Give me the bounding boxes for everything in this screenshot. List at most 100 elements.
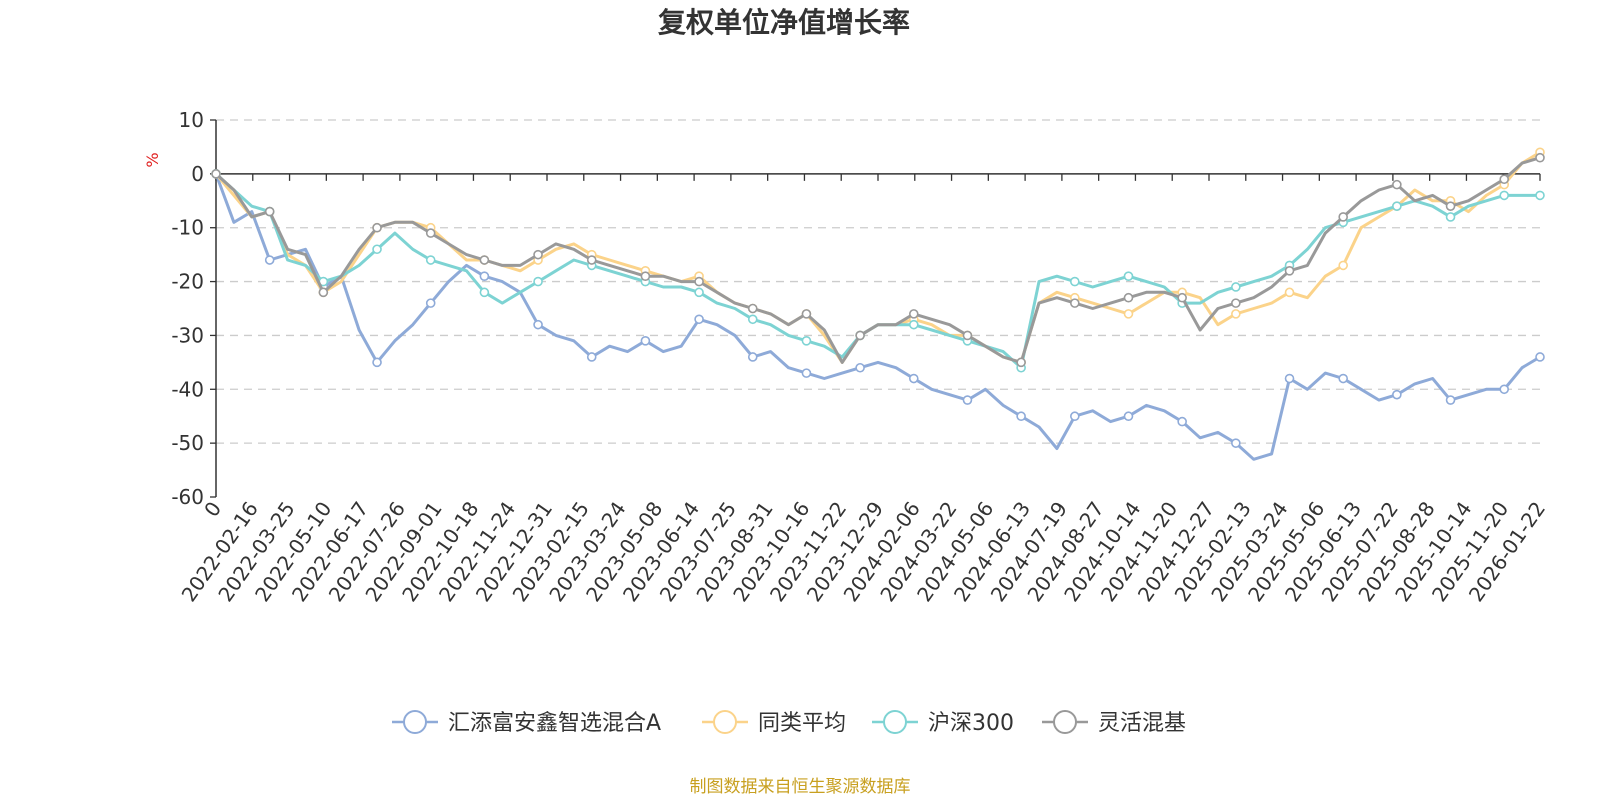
data-point: [747, 314, 758, 325]
data-point: [1338, 212, 1348, 222]
data-point: [1123, 271, 1134, 281]
data-point: [1016, 411, 1026, 422]
data-point: [1123, 292, 1134, 303]
series-line: [214, 151, 1541, 364]
series-line: [214, 172, 1540, 370]
data-point: [1231, 298, 1241, 308]
y-tick-label: -60: [171, 485, 204, 509]
data-point: [1284, 373, 1295, 384]
legend-marker: [883, 710, 907, 734]
y-tick-label: -20: [171, 270, 204, 294]
legend-label: 灵活混基: [1098, 711, 1186, 736]
data-point: [1016, 357, 1026, 368]
data-point: [533, 276, 543, 287]
legend-label: 沪深300: [928, 711, 1014, 736]
data-point: [479, 271, 490, 281]
data-point: [533, 249, 543, 260]
x-ticks: 02022-02-162022-03-252022-05-102022-06-1…: [177, 173, 1550, 606]
series-lines: [211, 147, 1545, 461]
data-point: [372, 357, 382, 368]
legend-marker: [713, 710, 737, 734]
data-point: [1338, 260, 1348, 271]
data-point: [1284, 287, 1295, 298]
data-point: [747, 303, 758, 314]
data-point: [1231, 282, 1241, 292]
data-point: [1499, 384, 1510, 395]
data-point: [1445, 395, 1456, 405]
data-point: [640, 336, 651, 346]
data-point: [586, 352, 597, 362]
data-point: [264, 206, 275, 217]
data-point: [962, 330, 973, 341]
data-point: [1535, 190, 1545, 201]
data-point: [1445, 212, 1456, 222]
legend-marker: [403, 710, 427, 734]
data-point: [1177, 292, 1187, 303]
data-point: [586, 255, 597, 265]
series-line: [214, 173, 1541, 461]
series-line: [214, 156, 1541, 364]
data-point: [855, 330, 865, 341]
series-2: [211, 169, 1545, 373]
legend-item[interactable]: 同类平均: [702, 710, 846, 736]
data-point: [1535, 352, 1545, 362]
data-point: [1070, 411, 1080, 422]
legend-label: 同类平均: [758, 711, 846, 736]
series-3: [211, 152, 1545, 368]
data-point: [1338, 373, 1348, 384]
data-point: [425, 298, 436, 308]
series-1: [211, 147, 1545, 368]
data-point: [801, 309, 812, 319]
data-point: [1392, 201, 1402, 211]
data-point: [1535, 152, 1545, 163]
data-point: [425, 228, 436, 238]
legend-marker: [1053, 710, 1077, 734]
y-tick-label: 10: [179, 108, 204, 132]
y-axis-unit: %: [143, 152, 162, 167]
data-point: [962, 395, 973, 405]
data-point: [694, 314, 704, 325]
y-tick-label: 0: [191, 162, 204, 186]
data-point: [479, 287, 490, 298]
data-point: [1445, 201, 1456, 211]
data-point: [908, 309, 919, 319]
data-point: [1177, 416, 1187, 427]
y-tick-label: -10: [171, 216, 204, 240]
data-point: [1499, 174, 1510, 185]
data-point: [908, 373, 919, 384]
data-point: [1070, 276, 1080, 287]
gridlines: [216, 119, 1540, 444]
legend-item[interactable]: 汇添富安鑫智选混合A: [392, 710, 661, 736]
y-ticks: 10 0 -10 -20 -30 -40 -50 -60: [171, 108, 216, 509]
y-tick-label: -50: [171, 431, 204, 455]
data-point: [1231, 309, 1241, 319]
data-point: [908, 319, 919, 330]
data-point: [1284, 265, 1295, 276]
data-point: [1392, 389, 1402, 400]
data-point: [211, 169, 221, 179]
data-point: [318, 287, 329, 298]
legend: 汇添富安鑫智选混合A 同类平均 沪深300 灵活混基: [392, 710, 1186, 736]
data-point: [855, 362, 865, 373]
legend-item[interactable]: 沪深300: [872, 710, 1014, 736]
data-point: [694, 287, 704, 298]
data-point: [479, 255, 490, 265]
data-point: [1231, 438, 1241, 448]
data-point: [372, 244, 382, 255]
data-point: [1123, 411, 1134, 422]
data-point: [1499, 190, 1510, 201]
data-point: [801, 368, 812, 378]
data-point: [264, 255, 275, 265]
y-tick-label: -40: [171, 377, 204, 401]
series-0: [211, 169, 1545, 461]
data-source-footer: 制图数据来自恒生聚源数据库: [690, 777, 911, 797]
legend-item[interactable]: 灵活混基: [1042, 710, 1186, 736]
data-point: [801, 336, 812, 346]
data-point: [1123, 309, 1134, 319]
data-point: [694, 276, 704, 287]
legend-label: 汇添富安鑫智选混合A: [448, 711, 661, 736]
data-point: [640, 271, 651, 281]
data-point: [747, 352, 758, 362]
chart-title: 复权单位净值增长率: [658, 6, 910, 39]
